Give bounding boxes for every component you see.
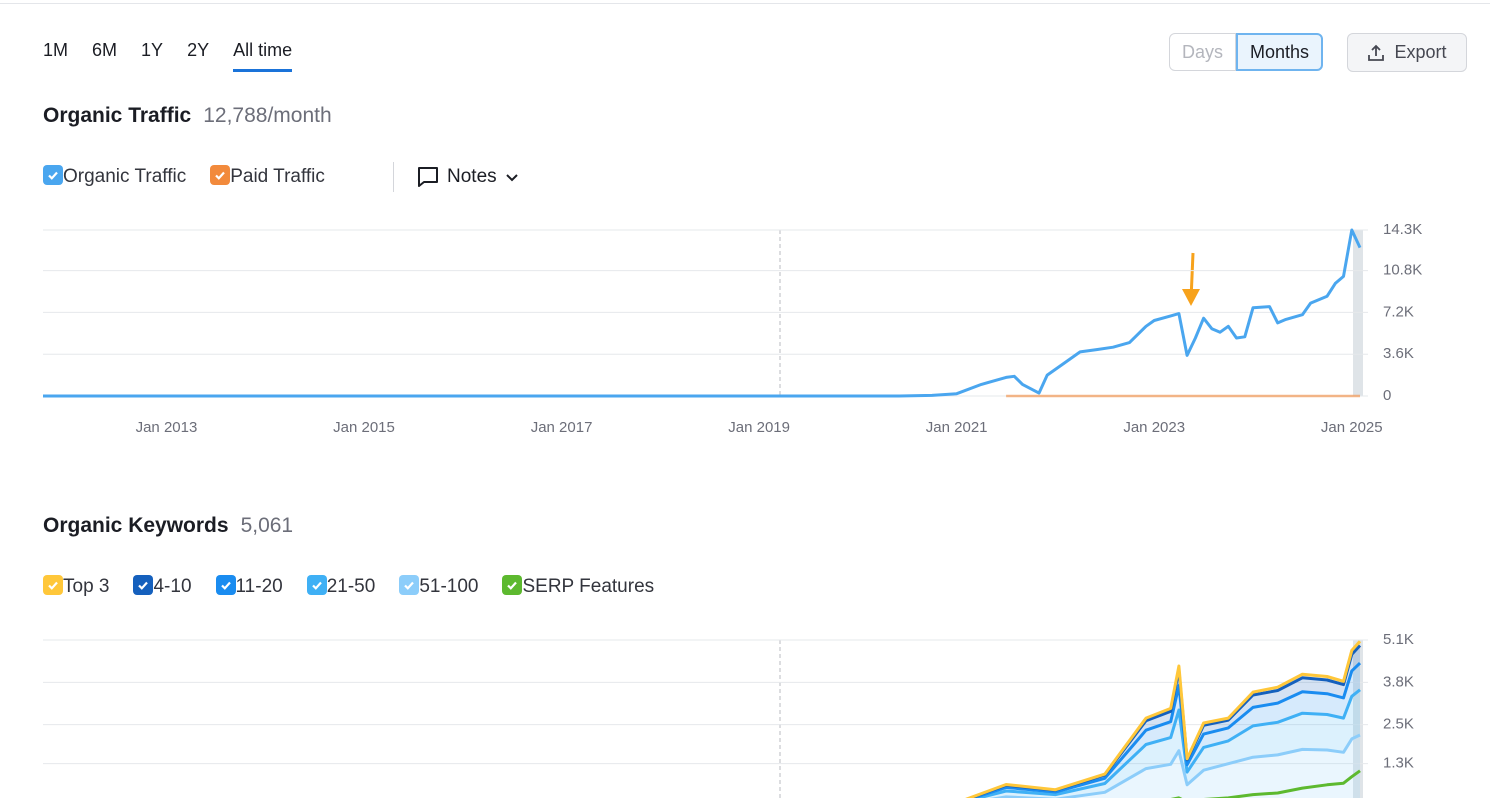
legend-item[interactable]: SERP Features [502, 575, 654, 598]
section-summary: 12,788/month [203, 104, 332, 127]
check-icon [215, 171, 226, 180]
notes-button[interactable]: Notes [393, 162, 519, 192]
period-tab[interactable]: 1M [43, 40, 69, 60]
legend-checkbox [399, 575, 420, 595]
legend-checkbox [210, 165, 231, 185]
y-tick-label: 5.1K [1383, 631, 1414, 648]
annotation-arrow [1182, 252, 1200, 306]
legend-label: 4-10 [153, 576, 192, 597]
series-line [989, 733, 1361, 798]
section-summary: 5,061 [240, 514, 294, 537]
x-tick-label: Jan 2013 [136, 419, 198, 436]
top-border [0, 0, 1490, 4]
chart: 1.3K 2.5K 3.8K 5.1K [43, 631, 1414, 798]
x-tick-label: Jan 2025 [1321, 419, 1383, 436]
check-icon [507, 581, 518, 590]
partial-period-band [1353, 230, 1363, 396]
legend: Organic Traffic Paid Traffic [43, 165, 325, 188]
legend-label: 11-20 [235, 576, 283, 597]
granularity-option[interactable]: Days [1169, 33, 1237, 71]
x-tick-label: Jan 2023 [1123, 419, 1185, 436]
series-line [43, 228, 1362, 398]
y-tick-label: 10.8K [1383, 262, 1422, 279]
x-tick-label: Jan 2017 [531, 419, 593, 436]
series-area [999, 735, 1360, 798]
period-tab[interactable]: 1Y [141, 40, 164, 60]
chevron-icon [505, 174, 518, 182]
export-icon [1368, 44, 1385, 61]
chart: 0 3.6K 7.2K 10.8K 14.3K Jan 2013 Jan 2015 Jan 2… [43, 221, 1422, 436]
keywords-header: Organic Keywords 5,061 [43, 514, 293, 538]
period-tab[interactable]: 6M [92, 40, 118, 60]
legend-item[interactable]: 11-20 [215, 575, 283, 598]
check-icon [404, 581, 415, 590]
notes-icon [418, 167, 438, 187]
export-button[interactable]: Export [1347, 33, 1467, 72]
period-tab[interactable]: 2Y [187, 40, 210, 60]
legend-label: 21-50 [326, 576, 376, 597]
legend-checkbox [306, 575, 327, 595]
x-tick-label: Jan 2019 [728, 419, 790, 436]
section-title: Organic Keywords [43, 514, 229, 537]
check-icon [220, 581, 231, 590]
legend: Top 3 4-10 11-20 21-50 51-100 SERP Features [43, 575, 654, 598]
y-tick-label: 2.5K [1383, 716, 1414, 733]
legend-label: Organic Traffic [63, 166, 187, 187]
check-icon [48, 171, 58, 180]
notes-label: Notes [447, 166, 497, 187]
series-line [965, 640, 1362, 798]
legend-label: 51-100 [419, 576, 479, 597]
legend-item[interactable]: 21-50 [306, 575, 376, 598]
check-icon [138, 581, 149, 590]
legend-checkbox [43, 575, 63, 595]
granularity-toggle: Days Months [1169, 33, 1324, 71]
legend-label: Paid Traffic [230, 166, 325, 187]
legend-label: SERP Features [522, 576, 655, 597]
legend-checkbox [502, 575, 523, 595]
period-tabs: 1M 6M 1Y 2Y All time [43, 40, 293, 72]
series-line [972, 688, 1361, 798]
x-tick-label: Jan 2015 [333, 419, 395, 436]
y-tick-label: 3.6K [1383, 345, 1414, 362]
legend-checkbox [133, 575, 154, 595]
legend-item[interactable]: 4-10 [133, 575, 192, 598]
legend-label: Top 3 [63, 576, 110, 597]
legend-item[interactable]: Paid Traffic [210, 165, 325, 188]
check-icon [48, 581, 58, 590]
y-tick-label: 14.3K [1383, 221, 1422, 238]
legend-item[interactable]: Top 3 [43, 575, 109, 598]
series-area [970, 645, 1360, 798]
granularity-option[interactable]: Months [1236, 33, 1324, 71]
partial-period-band [1353, 640, 1363, 798]
series-line [1170, 769, 1361, 798]
traffic-header: Organic Traffic 12,788/month [43, 104, 332, 128]
period-tab[interactable]: All time [233, 40, 293, 72]
section-title: Organic Traffic [43, 104, 192, 127]
y-tick-label: 7.2K [1383, 303, 1414, 320]
legend-checkbox [43, 165, 63, 185]
y-tick-label: 3.8K [1383, 673, 1414, 690]
legend-item[interactable]: Organic Traffic [43, 165, 186, 188]
x-tick-label: Jan 2021 [926, 419, 988, 436]
y-tick-label: 1.3K [1383, 755, 1414, 772]
check-icon [311, 581, 322, 590]
y-tick-label: 0 [1383, 387, 1391, 404]
series-line [968, 662, 1362, 798]
series-area [978, 689, 1360, 798]
legend-checkbox [215, 575, 236, 595]
series-area [972, 663, 1360, 798]
export-label: Export [1394, 42, 1447, 62]
legend-item[interactable]: 51-100 [399, 575, 478, 598]
